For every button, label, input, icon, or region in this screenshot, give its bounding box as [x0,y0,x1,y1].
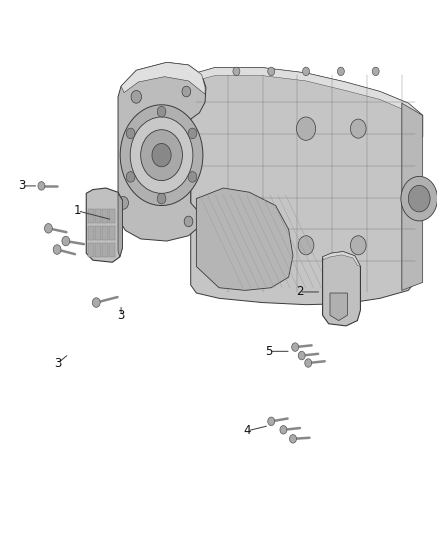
Circle shape [408,185,430,212]
Bar [110,226,115,240]
Polygon shape [330,293,347,320]
Bar [88,209,94,223]
Polygon shape [191,68,423,305]
Circle shape [118,197,128,209]
Polygon shape [86,188,122,262]
Circle shape [53,245,61,254]
Bar [110,209,115,223]
Circle shape [337,67,344,76]
Polygon shape [196,188,293,290]
Polygon shape [118,193,122,257]
Circle shape [303,67,310,76]
Bar [110,243,115,257]
Circle shape [131,91,141,103]
Text: 1: 1 [74,204,81,217]
Circle shape [290,434,297,443]
Circle shape [372,67,379,76]
Circle shape [233,67,240,76]
Polygon shape [322,252,360,326]
Text: 3: 3 [54,357,62,369]
Bar [88,243,94,257]
Circle shape [297,117,316,140]
Bar [88,226,94,240]
Circle shape [157,107,166,117]
Circle shape [268,417,275,425]
Circle shape [305,359,312,367]
Circle shape [184,216,193,227]
Text: 4: 4 [244,424,251,438]
Circle shape [126,172,135,182]
Bar [95,226,101,240]
Circle shape [157,193,166,204]
Circle shape [350,236,366,255]
Bar [95,209,101,223]
Polygon shape [410,113,423,146]
Bar [102,243,108,257]
Bar [102,209,108,223]
Text: 3: 3 [117,309,125,322]
Text: 5: 5 [265,345,273,358]
Circle shape [298,351,305,360]
Polygon shape [121,62,205,94]
Circle shape [126,128,135,139]
Circle shape [141,130,183,181]
Circle shape [188,172,197,182]
Bar [102,226,108,240]
Polygon shape [322,252,360,266]
Text: 3: 3 [18,180,26,192]
Circle shape [268,67,275,76]
Circle shape [280,425,287,434]
Circle shape [92,298,100,308]
Circle shape [45,223,52,233]
Circle shape [120,105,203,206]
Circle shape [38,182,45,190]
Circle shape [62,236,70,246]
Circle shape [401,176,438,221]
Polygon shape [402,103,423,290]
Circle shape [350,119,366,138]
Circle shape [188,128,197,139]
Text: 2: 2 [296,286,303,298]
Circle shape [292,343,299,351]
Polygon shape [118,62,206,241]
Bar [95,243,101,257]
Circle shape [182,86,191,97]
Circle shape [130,117,193,193]
Polygon shape [191,68,423,123]
Circle shape [298,236,314,255]
Circle shape [152,143,171,167]
